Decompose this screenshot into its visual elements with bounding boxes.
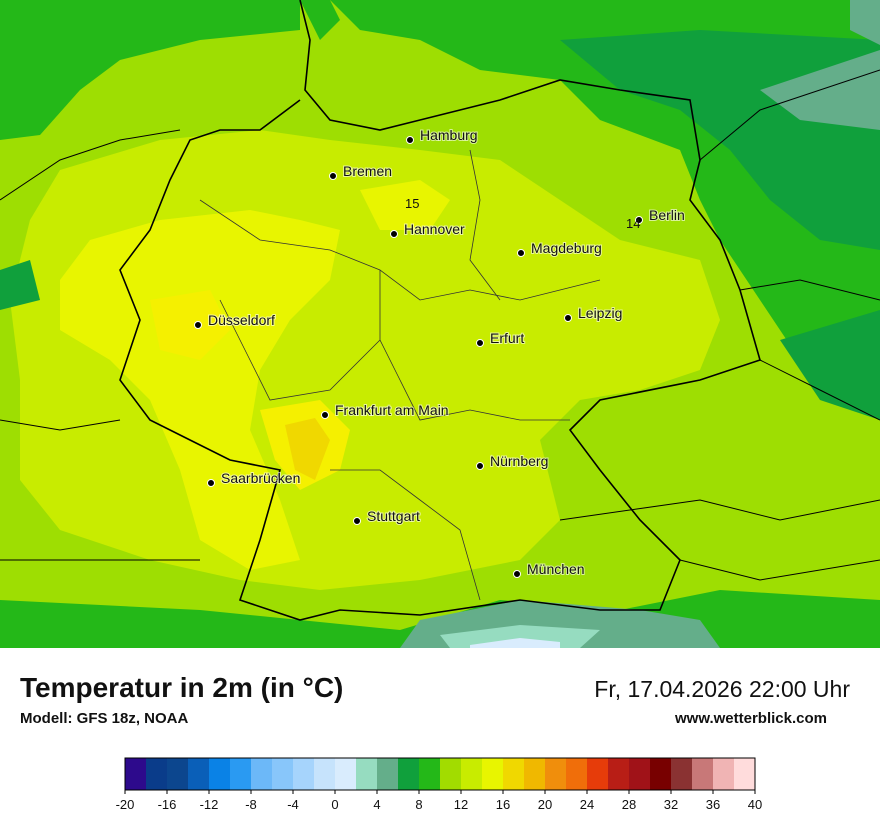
city-dot	[406, 136, 414, 144]
city-dot	[353, 517, 361, 525]
city-dot	[321, 411, 329, 419]
colorbar-segment	[398, 758, 420, 790]
colorbar-segment	[125, 758, 147, 790]
colorbar-tick-label: 0	[331, 797, 338, 812]
city-label: Frankfurt am Main	[335, 402, 449, 418]
city-dot	[476, 339, 484, 347]
colorbar-tick-label: -8	[245, 797, 257, 812]
colorbar-segment	[650, 758, 672, 790]
city-label: Erfurt	[490, 330, 524, 346]
colorbar-segment	[461, 758, 483, 790]
colorbar-segment	[146, 758, 168, 790]
city-label: Leipzig	[578, 305, 622, 321]
city-label: Hannover	[404, 221, 465, 237]
colorbar-segment	[272, 758, 294, 790]
colorbar-segment	[335, 758, 357, 790]
colorbar-segment	[209, 758, 231, 790]
title: Temperatur in 2m (in °C)	[20, 672, 344, 703]
datetime: Fr, 17.04.2026 22:00 Uhr	[594, 676, 850, 702]
city-dot	[194, 321, 202, 329]
colorbar-tick-label: 4	[373, 797, 380, 812]
city-label: München	[527, 561, 585, 577]
colorbar-tick-label: -4	[287, 797, 299, 812]
colorbar-segment	[587, 758, 609, 790]
map: Hamburg Bremen Hannover Berlin Magdeburg Leip…	[0, 0, 880, 648]
city-dot	[564, 314, 572, 322]
colorbar-segment	[482, 758, 504, 790]
contour-label: 15	[405, 196, 419, 211]
colorbar-tick-label: 16	[496, 797, 510, 812]
city-label: Hamburg	[420, 127, 478, 143]
city-label: Düsseldorf	[208, 312, 275, 328]
colorbar-tick-label: 24	[580, 797, 594, 812]
colorbar-segment	[524, 758, 546, 790]
colorbar-tick-label: 8	[415, 797, 422, 812]
colorbar-segment	[440, 758, 462, 790]
colorbar-segment	[251, 758, 273, 790]
colorbar-tick-label: 32	[664, 797, 678, 812]
city-dot	[476, 462, 484, 470]
city-label: Bremen	[343, 163, 392, 179]
contour-label: 14	[626, 216, 640, 231]
cities: Hamburg Bremen Hannover Berlin Magdeburg Leip…	[194, 126, 686, 578]
colorbar-segment	[713, 758, 735, 790]
colorbar-segment	[377, 758, 399, 790]
colorbar-segment	[734, 758, 756, 790]
colorbar-segment	[419, 758, 441, 790]
city-dot	[635, 216, 643, 224]
state-borders	[199, 149, 601, 601]
colorbar-segment	[503, 758, 525, 790]
colorbar-segment	[356, 758, 378, 790]
colorbar-tick-label: 36	[706, 797, 720, 812]
colorbar: -20 -16 -12 -8 -4 0 4 8 12 16 20 24 28 32 36 40	[116, 757, 762, 812]
website: www.wetterblick.com	[675, 710, 827, 727]
city-dot	[329, 172, 337, 180]
colorbar-tick-label: 20	[538, 797, 552, 812]
city-dot	[390, 230, 398, 238]
city-dot	[207, 479, 215, 487]
colorbar-tick-label: 28	[622, 797, 636, 812]
colorbar-segment	[545, 758, 567, 790]
colorbar-segment	[692, 758, 714, 790]
city-dot	[517, 249, 525, 257]
colorbar-tick-label: -20	[116, 797, 135, 812]
colorbar-segment	[671, 758, 693, 790]
colorbar-tick-label: -12	[200, 797, 219, 812]
city-label: Magdeburg	[531, 240, 602, 256]
colorbar-segment	[230, 758, 252, 790]
colorbar-segment	[566, 758, 588, 790]
colorbar-tick-label: 12	[454, 797, 468, 812]
model: Modell: GFS 18z, NOAA	[20, 710, 189, 727]
city-label: Stuttgart	[367, 508, 420, 524]
colorbar-tick-label: 40	[748, 797, 762, 812]
colorbar-segment	[629, 758, 651, 790]
colorbar-segment	[608, 758, 630, 790]
temperature-field	[0, 0, 880, 648]
colorbar-tick-label: -16	[158, 797, 177, 812]
city-label: Berlin	[649, 207, 685, 223]
colorbar-segment	[167, 758, 189, 790]
city-label: Saarbrücken	[221, 470, 300, 486]
city-label: Nürnberg	[490, 453, 548, 469]
city-dot	[513, 570, 521, 578]
borders	[0, 0, 880, 621]
colorbar-segment	[293, 758, 315, 790]
colorbar-frame	[124, 757, 756, 791]
colorbar-segment	[188, 758, 210, 790]
colorbar-segment	[314, 758, 336, 790]
